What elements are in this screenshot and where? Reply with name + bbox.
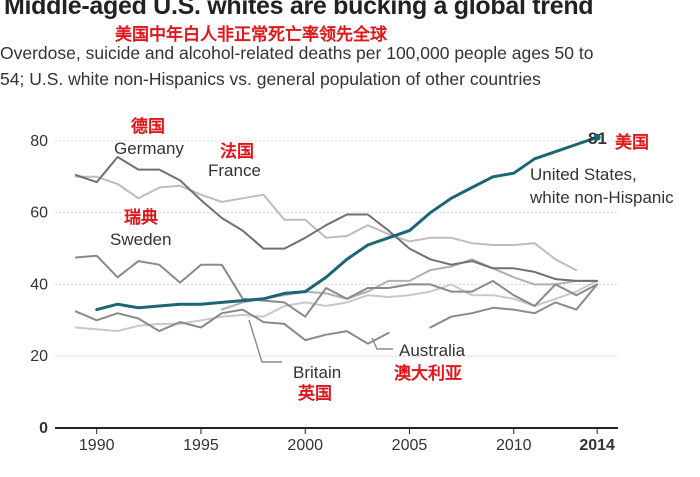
- gridlines: [55, 140, 618, 429]
- sweden-label: Sweden: [110, 230, 171, 249]
- australia-label-chinese: 澳大利亚: [394, 363, 462, 384]
- australia-leader-line: [371, 337, 393, 350]
- y-axis-ticks: 0 20 40 60 80: [30, 133, 48, 437]
- series-line-britain: [74, 308, 390, 345]
- series-line-us: [95, 135, 599, 312]
- chart-title: Middle-aged U.S. whites are bucking a gl…: [4, 0, 594, 20]
- france-label: France: [208, 161, 261, 180]
- x-tick-label: 2000: [287, 437, 323, 454]
- y-tick-label: 20: [30, 348, 48, 365]
- series-line-other: [74, 279, 599, 333]
- britain-leader-line: [248, 319, 282, 363]
- chart-subtitle-line-1: Overdose, suicide and alcohol-related de…: [0, 43, 594, 63]
- chart-title-chinese: 美国中年白人非正常死亡率领先全球: [115, 25, 387, 45]
- y-tick-label: 40: [30, 276, 48, 293]
- x-tick-label: 1990: [79, 437, 115, 454]
- france-label-chinese: 法国: [220, 141, 254, 162]
- sweden-label-chinese: 瑞典: [124, 207, 158, 228]
- x-tick-label: 2005: [392, 437, 428, 454]
- germany-label: Germany: [114, 139, 184, 158]
- x-axis-ticks: 1990 1995 2000 2005 2010 2014: [79, 428, 615, 454]
- x-tick-label: 1995: [183, 437, 219, 454]
- britain-label-chinese: 英国: [298, 383, 332, 404]
- series-lines: [74, 135, 599, 345]
- chart-subtitle: Overdose, suicide and alcohol-related de…: [0, 40, 700, 92]
- us-end-point: [593, 133, 601, 141]
- australia-label: Australia: [399, 341, 466, 360]
- britain-label: Britain: [293, 363, 341, 382]
- us-label-line-1: United States,: [530, 165, 637, 184]
- germany-label-chinese: 德国: [131, 116, 165, 137]
- y-tick-label: 60: [30, 205, 48, 222]
- us-label-line-2: white non-Hispanic: [529, 188, 674, 207]
- series-line-sweden: [74, 254, 599, 318]
- series-labels: Germany 德国 France 法国 Sweden 瑞典 Britain 英…: [110, 116, 674, 404]
- y-tick-label: 0: [39, 420, 48, 437]
- y-tick-label: 80: [30, 133, 48, 150]
- series-line-australia: [429, 283, 599, 329]
- x-tick-label: 2014: [579, 437, 615, 454]
- leader-lines: [248, 319, 393, 363]
- series-line-germany: [74, 156, 599, 282]
- us-label-chinese: 美国: [615, 132, 649, 153]
- series-line-britain_late: [220, 258, 599, 311]
- series-line-france: [74, 175, 578, 272]
- chart-subtitle-line-2: 54; U.S. white non-Hispanics vs. general…: [0, 69, 541, 89]
- x-tick-label: 2010: [496, 437, 532, 454]
